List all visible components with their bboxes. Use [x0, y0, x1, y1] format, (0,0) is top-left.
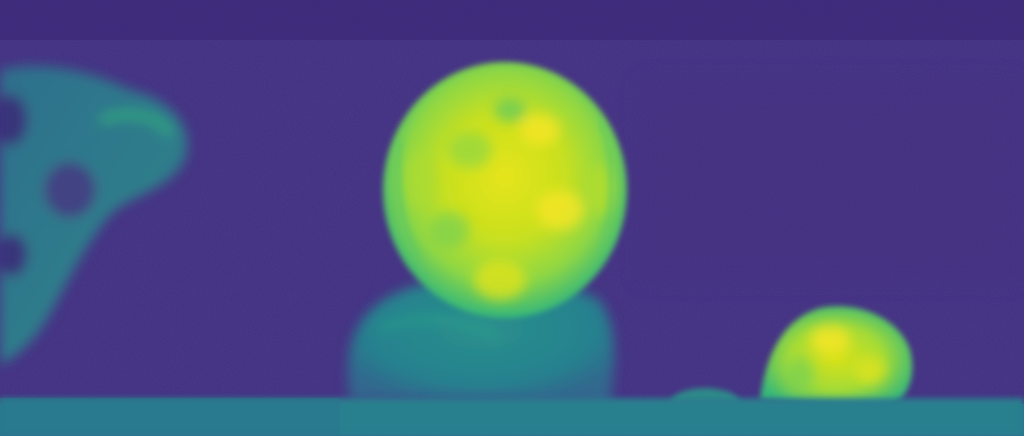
left-figure: [0, 66, 188, 365]
right-small-head: [760, 306, 913, 410]
center-head: [383, 62, 627, 318]
background-band: [0, 0, 1024, 40]
center-torso: [347, 278, 615, 405]
background-band-right: [640, 80, 1024, 280]
bottom-strip: [0, 398, 1024, 436]
